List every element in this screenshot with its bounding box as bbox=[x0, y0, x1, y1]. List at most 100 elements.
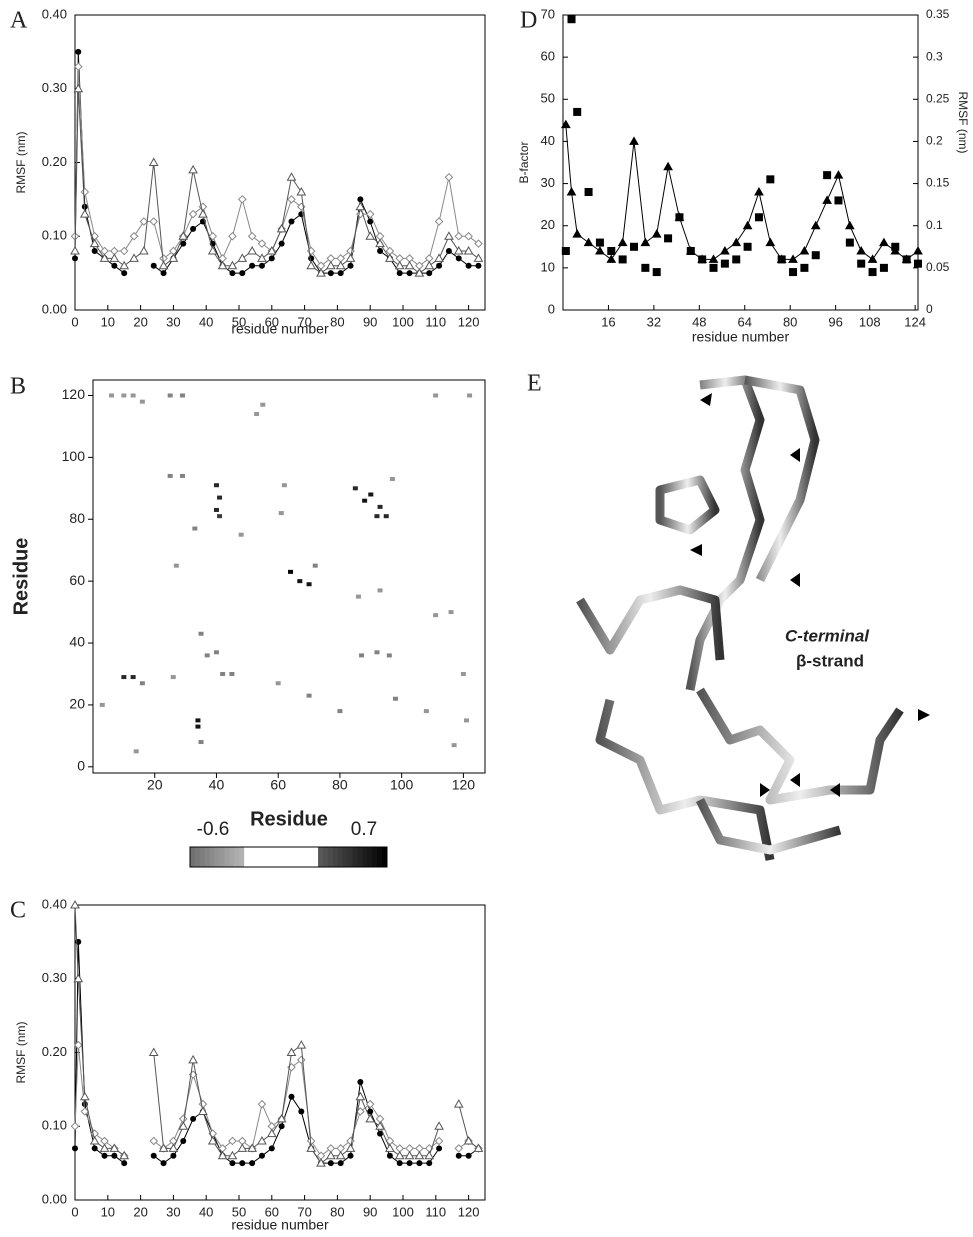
x-tick-label: 80 bbox=[330, 314, 344, 329]
marker bbox=[158, 1143, 169, 1152]
correlation-cell bbox=[254, 412, 260, 417]
marker bbox=[377, 248, 384, 254]
marker bbox=[811, 251, 820, 260]
marker bbox=[286, 172, 297, 181]
x-tick-label: 50 bbox=[232, 1204, 246, 1219]
marker bbox=[385, 1143, 395, 1152]
y-axis-label: RMSF (nm) bbox=[14, 132, 28, 194]
marker bbox=[335, 260, 346, 270]
marker bbox=[249, 1160, 256, 1167]
y2-tick-label: 0.15 bbox=[926, 176, 950, 190]
marker bbox=[834, 196, 843, 205]
colorbar-frame bbox=[189, 846, 388, 868]
y-tick-label: 0 bbox=[77, 758, 85, 774]
marker bbox=[237, 195, 247, 204]
y2-tick-label: 0.25 bbox=[926, 91, 950, 105]
marker bbox=[217, 1150, 228, 1160]
marker bbox=[73, 1040, 83, 1050]
marker bbox=[119, 260, 130, 270]
marker bbox=[743, 242, 752, 251]
marker bbox=[434, 1136, 444, 1146]
correlation-cell bbox=[121, 675, 127, 680]
marker bbox=[228, 231, 237, 241]
marker bbox=[445, 248, 452, 254]
colorbar-swatch bbox=[283, 847, 289, 867]
colorbar-swatch bbox=[219, 847, 225, 867]
y-tick-label: 0.30 bbox=[42, 80, 67, 95]
marker bbox=[111, 262, 118, 269]
marker bbox=[857, 259, 866, 268]
x-axis-label: residue number bbox=[231, 1217, 329, 1233]
correlation-cell bbox=[213, 650, 219, 655]
marker bbox=[799, 245, 810, 255]
correlation-cell bbox=[217, 495, 223, 500]
marker bbox=[258, 1152, 265, 1159]
x-tick-label: 70 bbox=[297, 314, 311, 329]
marker bbox=[474, 239, 483, 248]
marker bbox=[595, 238, 604, 247]
marker bbox=[396, 270, 403, 277]
marker bbox=[357, 1079, 364, 1085]
colorbar-swatch bbox=[258, 847, 265, 867]
marker bbox=[560, 119, 571, 129]
x-tick-label: 100 bbox=[392, 1204, 414, 1219]
correlation-cell bbox=[130, 675, 136, 680]
marker bbox=[73, 973, 84, 983]
marker bbox=[434, 1121, 444, 1130]
x-tick-label: 32 bbox=[647, 314, 661, 329]
marker bbox=[207, 1135, 218, 1145]
y-tick-label: 60 bbox=[541, 49, 555, 64]
marker bbox=[720, 245, 730, 255]
marker bbox=[249, 262, 256, 269]
marker bbox=[640, 237, 651, 247]
marker bbox=[160, 270, 167, 277]
marker bbox=[822, 195, 832, 204]
marker bbox=[268, 1145, 275, 1152]
marker bbox=[335, 1150, 346, 1160]
marker bbox=[464, 231, 473, 241]
marker bbox=[239, 270, 246, 277]
colorbar-swatch bbox=[318, 847, 324, 867]
marker bbox=[198, 209, 208, 218]
x-tick-label: 96 bbox=[828, 314, 842, 329]
correlation-cell bbox=[170, 675, 176, 680]
marker bbox=[436, 1145, 443, 1152]
colorbar-swatch bbox=[372, 847, 378, 867]
marker bbox=[268, 255, 275, 262]
marker bbox=[453, 1099, 464, 1108]
marker bbox=[754, 186, 764, 196]
marker bbox=[257, 239, 267, 248]
marker bbox=[583, 237, 594, 247]
colorbar-swatch bbox=[199, 847, 206, 867]
marker bbox=[217, 260, 228, 270]
marker bbox=[890, 245, 901, 255]
marker bbox=[91, 248, 98, 254]
correlation-cell bbox=[386, 653, 392, 658]
x-tick-label: 120 bbox=[452, 777, 476, 793]
marker bbox=[121, 1160, 128, 1167]
marker bbox=[188, 164, 198, 174]
x-tick-label: 90 bbox=[363, 1204, 377, 1219]
correlation-cell bbox=[362, 498, 368, 503]
colorbar-swatch bbox=[268, 847, 275, 867]
marker bbox=[208, 231, 218, 241]
marker bbox=[266, 245, 277, 255]
marker bbox=[297, 1055, 306, 1065]
marker bbox=[150, 262, 157, 269]
correlation-cell bbox=[297, 579, 303, 584]
correlation-cell bbox=[139, 399, 145, 404]
marker bbox=[426, 270, 433, 277]
correlation-cell bbox=[99, 702, 105, 707]
marker bbox=[325, 1150, 336, 1160]
marker bbox=[629, 136, 639, 145]
correlation-cell bbox=[359, 653, 365, 658]
marker bbox=[833, 170, 844, 179]
marker bbox=[879, 237, 889, 247]
marker bbox=[190, 1115, 197, 1122]
marker bbox=[789, 268, 798, 277]
y-tick-label: 0.40 bbox=[42, 6, 67, 21]
marker bbox=[148, 1047, 159, 1056]
marker bbox=[465, 1152, 472, 1159]
marker bbox=[99, 253, 110, 262]
correlation-cell bbox=[368, 492, 374, 497]
